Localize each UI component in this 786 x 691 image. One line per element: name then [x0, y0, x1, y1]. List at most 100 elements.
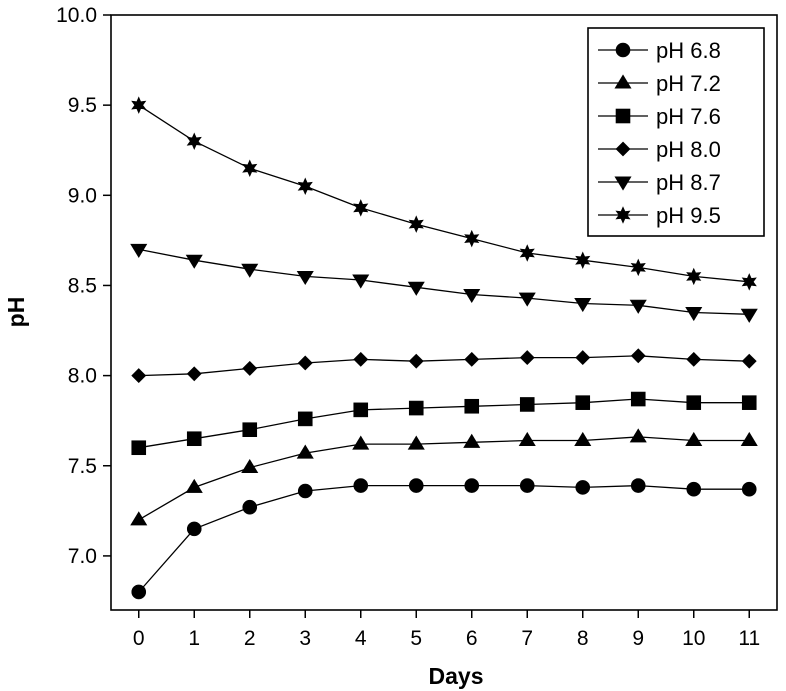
data-point — [464, 229, 480, 248]
data-point — [131, 96, 147, 114]
x-axis: 0 1 2 3 4 5 6 7 8 9 10 11 — [133, 610, 760, 650]
x-tick-label: 11 — [738, 627, 760, 650]
data-point — [353, 351, 369, 367]
series-layer — [130, 96, 758, 600]
x-tick-label: 0 — [133, 627, 145, 650]
data-point — [574, 431, 592, 447]
data-point — [685, 431, 703, 447]
data-point — [186, 366, 202, 382]
data-point — [740, 308, 758, 323]
legend-label: pH 7.6 — [656, 104, 721, 129]
data-point — [464, 398, 480, 414]
legend-marker — [614, 74, 632, 89]
series-line — [138, 355, 750, 377]
data-point — [686, 395, 702, 410]
series-line — [138, 484, 750, 593]
x-tick-label: 6 — [466, 627, 478, 650]
series-line — [138, 436, 750, 521]
data-point — [741, 353, 757, 369]
data-point — [630, 348, 646, 364]
data-point — [242, 159, 258, 178]
legend-marker — [615, 206, 631, 224]
data-point — [575, 350, 591, 366]
data-point — [353, 402, 369, 418]
data-point — [408, 353, 424, 369]
plot-area-frame — [110, 14, 778, 611]
series-pH-7-6 — [131, 391, 757, 456]
data-point — [741, 395, 757, 410]
data-point — [353, 199, 369, 217]
data-point — [464, 478, 480, 493]
x-tick-label: 1 — [188, 627, 200, 650]
legend-entry: pH 9.5 — [598, 203, 721, 228]
data-point — [297, 177, 313, 196]
data-point — [630, 391, 646, 407]
data-point — [407, 281, 425, 296]
data-point — [519, 244, 535, 262]
y-tick-label: 7.0 — [68, 545, 97, 568]
legend-entry: pH 6.8 — [598, 38, 721, 63]
data-point — [575, 395, 591, 410]
data-point — [297, 411, 313, 427]
y-tick-label: 8.0 — [68, 365, 97, 388]
legend-label: pH 7.2 — [656, 71, 721, 96]
legend-label: pH 8.7 — [656, 170, 721, 195]
x-tick-label: 2 — [244, 627, 256, 650]
series-line — [138, 248, 750, 315]
legend-label: pH 8.0 — [656, 137, 721, 162]
data-point — [353, 478, 369, 493]
data-point — [519, 350, 535, 366]
data-point — [131, 584, 147, 600]
data-point — [686, 351, 702, 367]
data-point — [297, 355, 313, 371]
data-point — [686, 481, 702, 497]
legend-frame — [587, 27, 765, 237]
data-point — [352, 274, 370, 289]
data-point — [630, 258, 646, 277]
data-point — [242, 499, 258, 515]
legend-entry: pH 7.6 — [598, 104, 721, 129]
data-point — [131, 368, 147, 384]
series-pH-8-0 — [131, 348, 757, 384]
legend-marker — [614, 176, 632, 191]
data-point — [408, 478, 424, 493]
data-point — [297, 483, 313, 499]
data-point — [185, 254, 203, 269]
data-point — [185, 478, 203, 493]
data-point — [518, 292, 536, 307]
legend-marker — [615, 141, 631, 157]
x-tick-label: 10 — [682, 627, 705, 650]
series-line — [138, 398, 750, 449]
data-point — [296, 444, 314, 459]
data-point — [408, 215, 424, 233]
data-point — [463, 433, 481, 448]
legend-marker — [615, 108, 631, 124]
data-point — [296, 270, 314, 286]
data-point — [518, 431, 536, 447]
legend-marker — [615, 42, 631, 58]
data-point — [241, 458, 259, 474]
series-line — [138, 104, 750, 283]
x-tick-label: 4 — [355, 627, 367, 650]
data-point — [186, 431, 202, 447]
data-point — [686, 267, 702, 286]
x-tick-label: 3 — [299, 627, 311, 650]
data-point — [241, 263, 259, 278]
x-tick-label: 7 — [521, 627, 533, 650]
y-tick-label: 7.5 — [68, 455, 97, 478]
data-point — [186, 132, 202, 150]
y-tick-label: 9.0 — [68, 184, 97, 207]
data-point — [242, 360, 258, 376]
data-point — [408, 400, 424, 416]
data-point — [741, 481, 757, 497]
legend-entry: pH 7.2 — [598, 71, 721, 96]
series-pH-9-5 — [131, 96, 757, 291]
data-point — [630, 478, 646, 493]
y-axis-title: pH — [3, 297, 29, 328]
data-point — [130, 511, 148, 526]
data-point — [629, 299, 647, 314]
legend-label: pH 9.5 — [656, 203, 721, 228]
data-point — [186, 521, 202, 537]
data-point — [519, 478, 535, 493]
